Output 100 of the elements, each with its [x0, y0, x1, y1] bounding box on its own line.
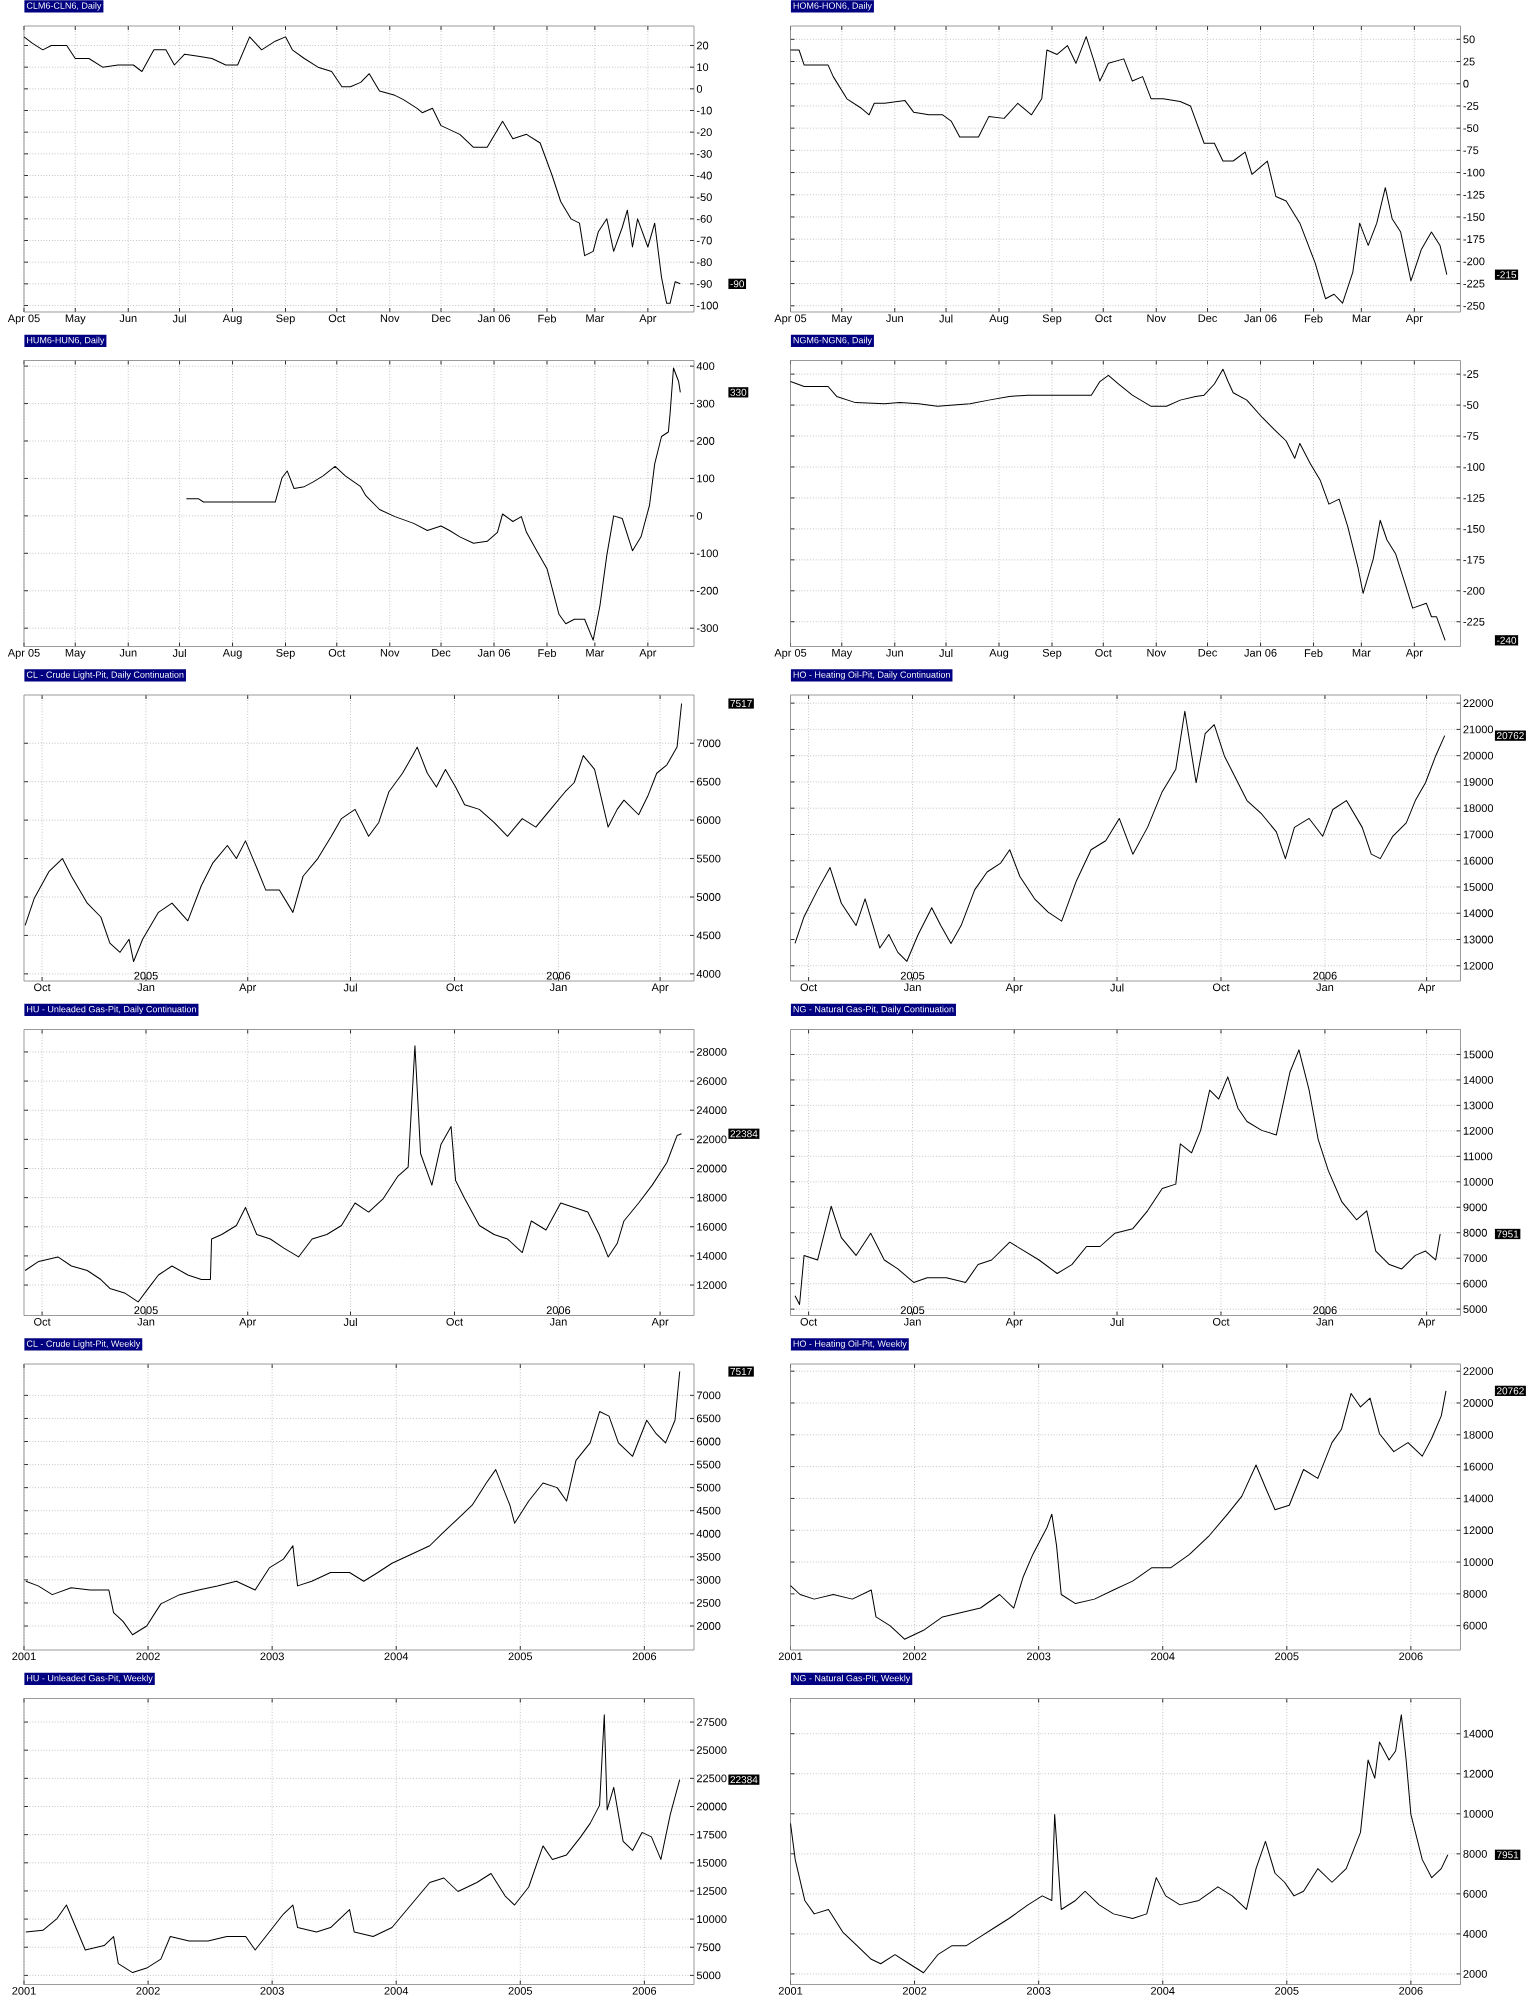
- chart-title: CL - Crude Light-Pit, Daily Continuation: [26, 671, 184, 680]
- y-tick-label: -50: [1463, 401, 1479, 409]
- y-tick-label: 14000: [697, 1252, 727, 1260]
- annotation: 2005: [134, 1306, 158, 1315]
- x-tick-label: 2003: [1026, 1652, 1051, 1661]
- x-tick-label: 2005: [1275, 1986, 1299, 1995]
- y-tick-label: 3000: [696, 1575, 721, 1584]
- x-tick-label: Oct: [1212, 983, 1230, 992]
- y-tick-label: -50: [1463, 124, 1479, 133]
- x-tick-label: Jul: [1110, 1317, 1124, 1326]
- x-tick-label: Jan 06: [1244, 314, 1277, 323]
- line-series: [23, 36, 681, 304]
- x-tick-label: 2002: [136, 1986, 160, 1995]
- x-tick-label: Apr: [651, 1317, 669, 1328]
- y-tick-label: 13000: [1463, 935, 1494, 944]
- y-tick-label: 12000: [1463, 1769, 1494, 1778]
- x-tick-label: Aug: [989, 648, 1009, 659]
- y-tick-label: 9000: [1463, 1203, 1487, 1212]
- y-tick-label: -75: [1463, 432, 1479, 440]
- chart-title: CLM6-CLN6, Daily: [26, 2, 102, 11]
- x-tick-label: Sep: [276, 314, 295, 325]
- line-series: [25, 1714, 681, 1974]
- y-tick-label: 7500: [696, 1943, 721, 1952]
- y-tick-label: 13000: [1463, 1101, 1494, 1110]
- y-tick-label: -100: [1463, 168, 1485, 177]
- y-tick-label: 12000: [1463, 961, 1494, 970]
- x-tick-label: Sep: [1042, 648, 1062, 659]
- x-tick-label: 2002: [902, 1986, 927, 1995]
- y-tick-label: 12000: [1463, 1526, 1494, 1535]
- y-tick-label: 200: [696, 437, 715, 445]
- y-tick-label: 20000: [1463, 751, 1494, 760]
- y-tick-label: 4500: [696, 1506, 721, 1515]
- y-tick-label: 7000: [696, 739, 721, 748]
- y-tick-label: 0: [1463, 79, 1469, 88]
- y-tick-label: 5000: [696, 1483, 721, 1492]
- x-tick-label: Jul: [939, 648, 953, 657]
- y-tick-label: 16000: [1463, 1462, 1494, 1471]
- x-tick-label: 2001: [12, 1652, 36, 1661]
- y-tick-label: -175: [1463, 556, 1485, 564]
- annotation: 2006: [546, 1306, 571, 1315]
- chart-title: CL - Crude Light-Pit, Weekly: [26, 1340, 141, 1349]
- y-tick-label: -200: [1463, 586, 1485, 595]
- x-tick-label: Oct: [1212, 1317, 1230, 1326]
- x-tick-label: Jun: [119, 314, 137, 323]
- chart-title: HU - Unleaded Gas-Pit, Weekly: [27, 1674, 153, 1684]
- x-tick-label: Dec: [1198, 648, 1218, 657]
- y-tick-label: -250: [1463, 301, 1485, 310]
- x-tick-label: Apr: [639, 314, 657, 325]
- x-tick-label: 2003: [1026, 1986, 1051, 1995]
- y-tick-label: 15000: [1463, 1050, 1494, 1059]
- y-tick-label: 16000: [1463, 856, 1494, 865]
- x-tick-label: Oct: [1095, 314, 1112, 323]
- x-tick-label: Feb: [538, 648, 557, 657]
- line-series: [790, 36, 1448, 304]
- x-tick-label: Jul: [172, 648, 186, 657]
- y-tick-label: -25: [1463, 370, 1479, 379]
- y-tick-label: 6500: [696, 1414, 721, 1423]
- text: -90: [730, 280, 745, 288]
- x-tick-label: Aug: [222, 648, 242, 659]
- y-tick-label: -40: [696, 171, 712, 180]
- x-tick-label: 2002: [902, 1652, 927, 1661]
- y-tick-label: 0: [696, 84, 703, 93]
- x-tick-label: May: [65, 648, 86, 659]
- y-tick-label: 21000: [1463, 725, 1494, 734]
- x-tick-label: Oct: [800, 983, 818, 992]
- y-tick-label: 2500: [696, 1599, 721, 1607]
- x-tick-label: Aug: [222, 314, 242, 325]
- y-tick-label: 3500: [696, 1552, 721, 1561]
- x-tick-label: May: [832, 648, 853, 659]
- x-tick-label: 2004: [384, 1986, 409, 1995]
- x-tick-label: Oct: [34, 983, 51, 992]
- y-tick-label: 50: [1463, 35, 1475, 44]
- x-tick-label: Jul: [343, 1317, 357, 1326]
- y-tick-label: -30: [696, 149, 712, 158]
- y-tick-label: 6500: [696, 777, 721, 786]
- y-tick-label: 20000: [696, 1802, 727, 1811]
- chart-title: NG - Natural Gas-Pit, Weekly: [793, 1674, 911, 1684]
- x-tick-label: Jan: [137, 983, 155, 992]
- y-tick-label: 4000: [696, 1529, 721, 1538]
- y-tick-label: 20: [696, 41, 709, 50]
- y-tick-label: 15000: [1463, 883, 1494, 891]
- x-tick-label: 2005: [508, 1652, 533, 1661]
- x-tick-label: 2003: [260, 1986, 284, 1995]
- x-tick-label: 2006: [1399, 1986, 1423, 1995]
- x-tick-label: 2004: [1151, 1986, 1175, 1995]
- x-tick-label: Mar: [586, 648, 605, 657]
- y-tick-label: -225: [1463, 279, 1485, 288]
- x-tick-label: Dec: [1198, 314, 1218, 323]
- x-tick-label: Jun: [886, 314, 903, 323]
- line-series: [794, 710, 1446, 962]
- y-tick-label: 12000: [1463, 1126, 1494, 1135]
- y-tick-label: 400: [696, 362, 715, 370]
- y-tick-label: 14000: [1463, 1076, 1494, 1084]
- y-tick-label: 8000: [1463, 1589, 1487, 1598]
- line-series: [185, 367, 681, 641]
- y-tick-label: 24000: [696, 1106, 727, 1115]
- y-tick-label: -70: [696, 236, 712, 245]
- y-tick-label: 28000: [696, 1048, 727, 1056]
- y-tick-label: 6000: [696, 1437, 721, 1446]
- x-tick-label: Oct: [34, 1317, 51, 1326]
